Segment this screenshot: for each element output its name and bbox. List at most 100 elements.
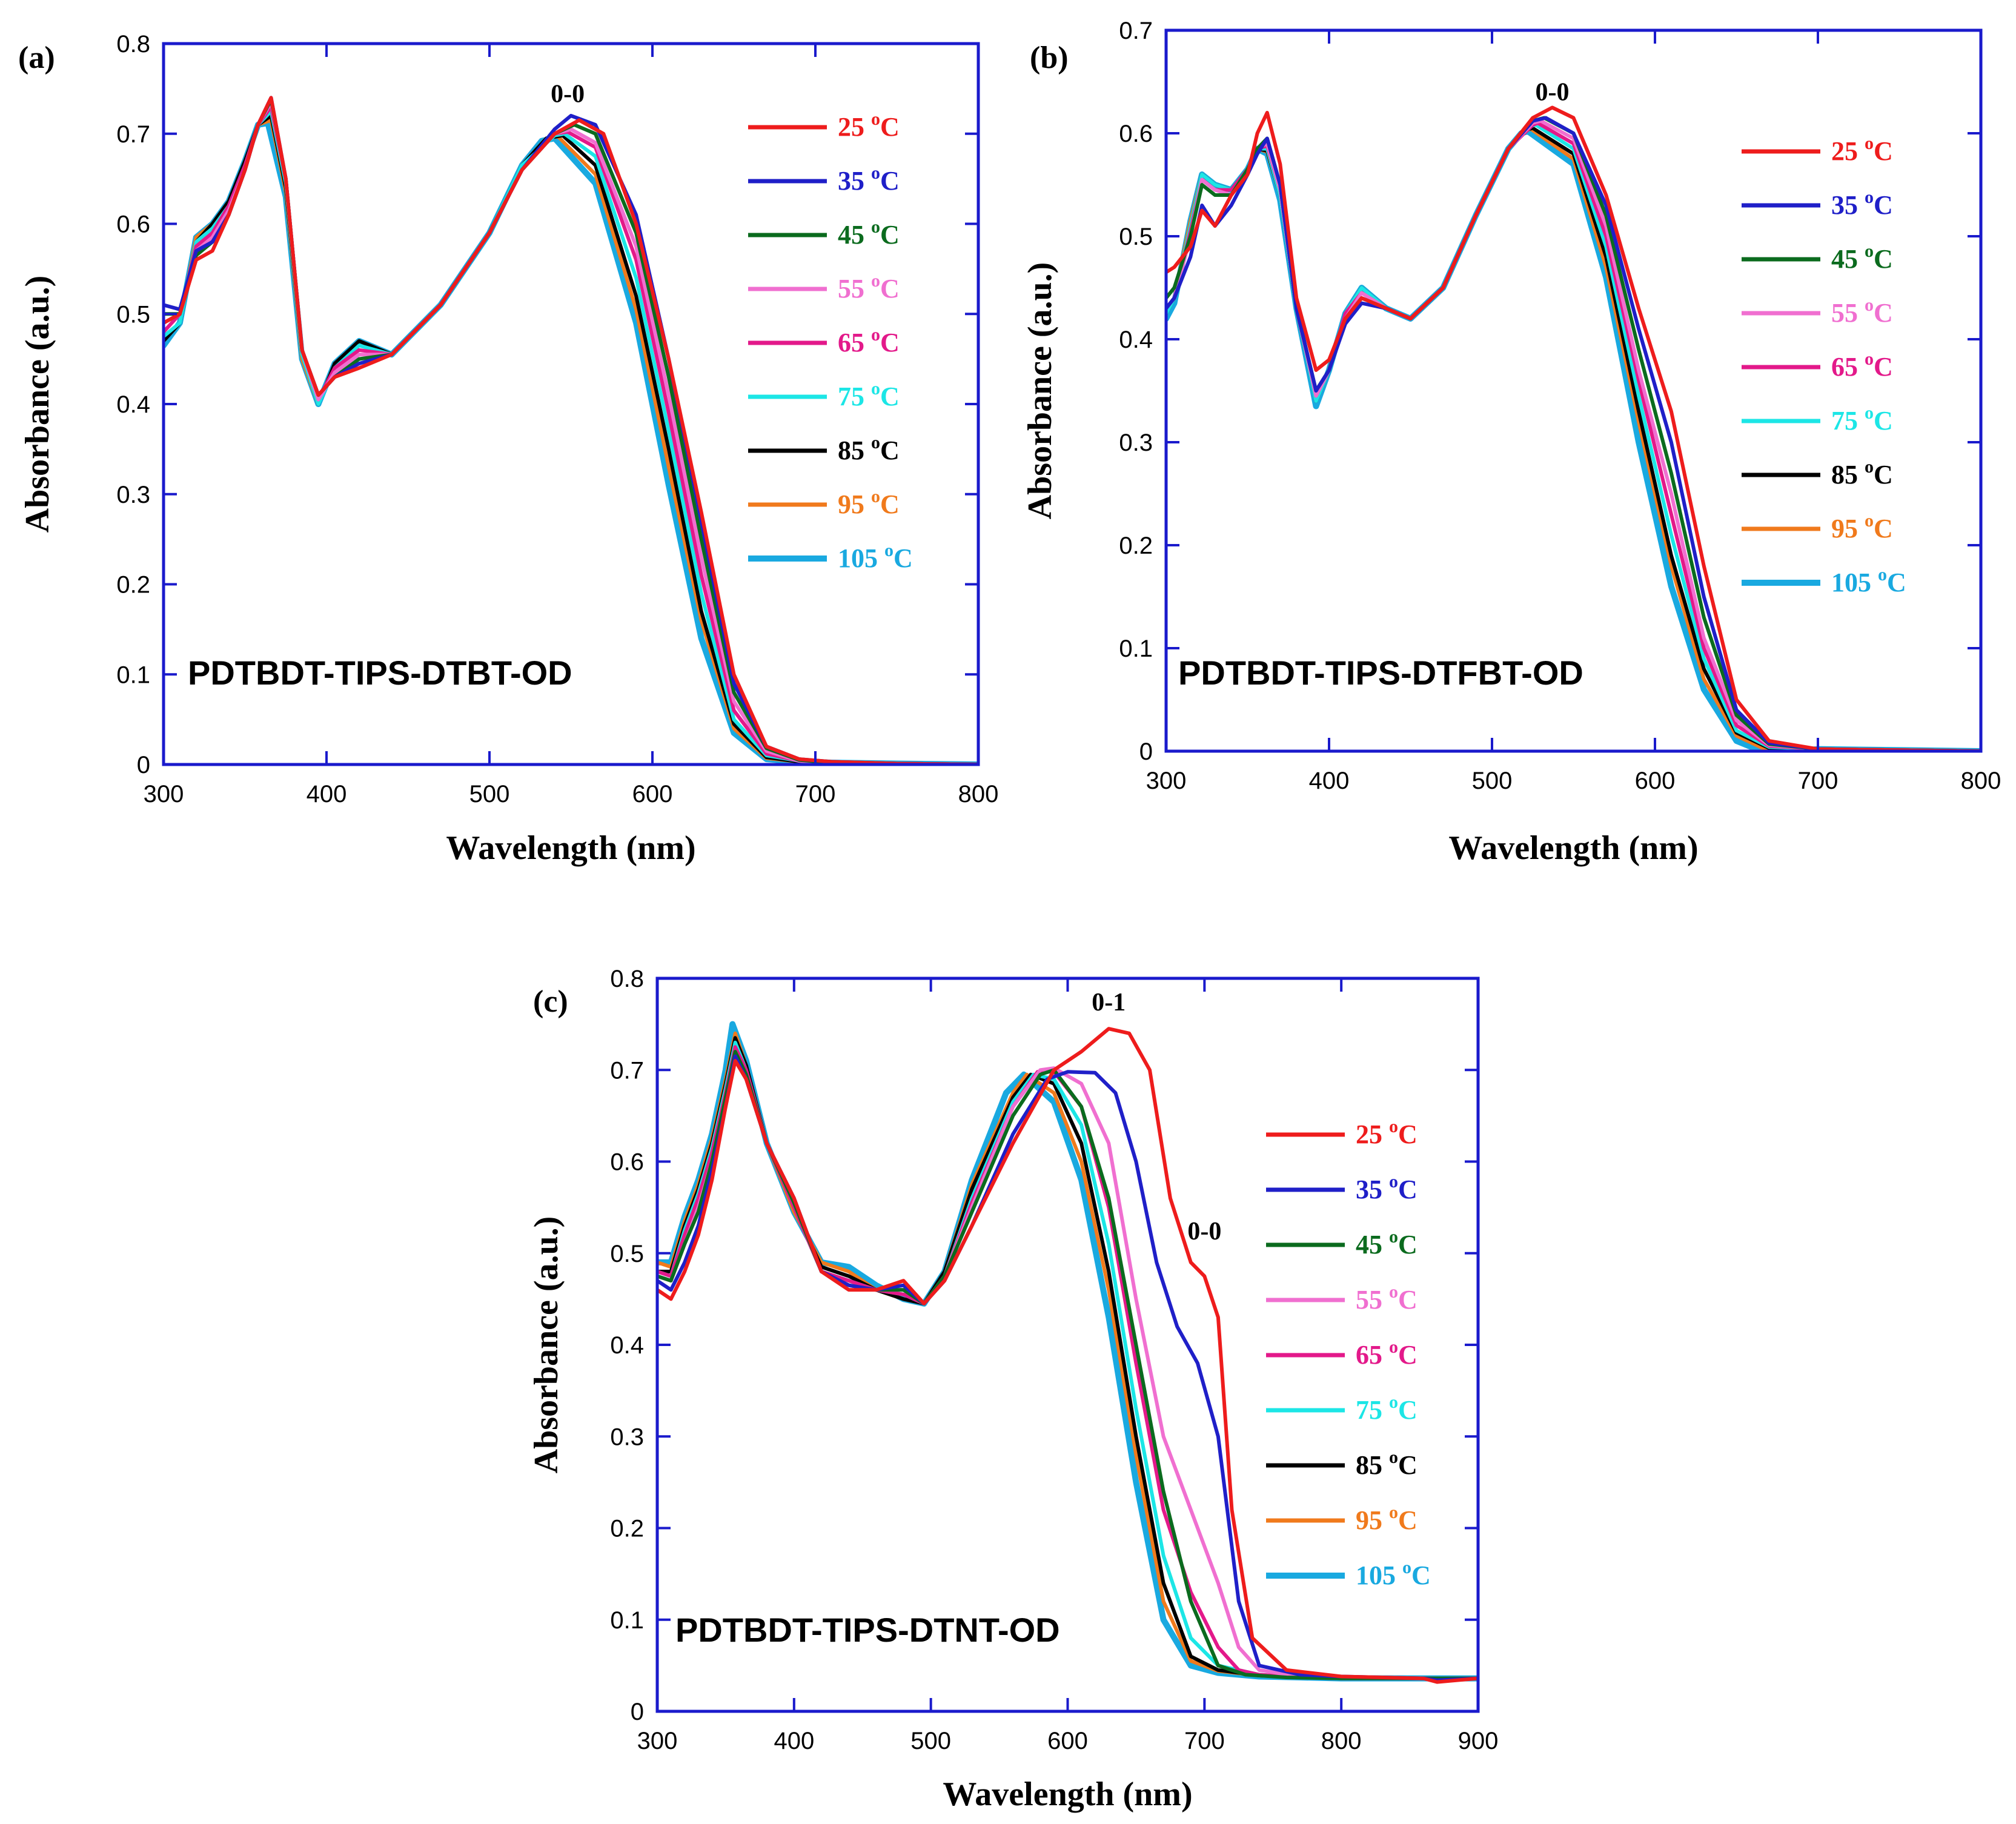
legend-label-55c: 55 oC (1831, 295, 1893, 328)
panel-b: 300 400 500 600 700 800 0 0.1 0.2 0.3 0.4 0.5 0.6 0.7… (1021, 18, 2001, 867)
legend-label-45c: 45 oC (838, 217, 900, 250)
x-axis-title: Wavelength (nm) (943, 1776, 1192, 1813)
y-tick-label: 0.7 (1119, 18, 1153, 44)
y-tick-label: 0.5 (116, 301, 150, 328)
curves (657, 1021, 1478, 1684)
series-line-25c (657, 1027, 1478, 1684)
legend-label-55c: 55 oC (838, 271, 900, 303)
legend-label-85c: 85 oC (1356, 1447, 1418, 1480)
series-line-95c (657, 1031, 1478, 1680)
y-tick-label: 0 (137, 752, 150, 778)
x-tick-label: 700 (795, 781, 836, 808)
y-tick-label: 0 (1139, 738, 1153, 765)
peak-annotation: 0-0 (1536, 79, 1570, 107)
y-tick-label: 0.6 (116, 211, 150, 238)
legend: 25 oC 35 oC 45 oC 55 oC 65 oC 75 oC 85 oC 95 oC… (748, 109, 913, 573)
x-tick-label: 300 (144, 781, 184, 808)
legend-label-45c: 45 oC (1356, 1227, 1418, 1259)
legend-label-95c: 95 oC (838, 486, 900, 519)
legend-label-65c: 65 oC (1831, 349, 1893, 382)
x-tick-label: 700 (1184, 1728, 1225, 1754)
peak-annotation: 0-0 (551, 81, 585, 108)
legend-label-35c: 35 oC (1831, 187, 1893, 220)
y-tick-label: 0.6 (1119, 121, 1153, 147)
x-tick-label: 500 (1472, 768, 1513, 794)
y-tick-label: 0.4 (610, 1332, 644, 1359)
sample-label: PDTBDT-TIPS-DTNT-OD (675, 1611, 1060, 1649)
y-tick-label: 0.2 (610, 1516, 644, 1542)
legend-label-95c: 95 oC (1356, 1502, 1418, 1535)
y-tick-label: 0.1 (1119, 635, 1153, 662)
curves (1166, 105, 1981, 751)
y-axis-title: Absorbance (a.u.) (1021, 262, 1059, 520)
legend-label-25c: 25 oC (1831, 133, 1893, 166)
legend-label-75c: 75 oC (1831, 403, 1893, 436)
x-tick-label: 300 (637, 1728, 678, 1754)
x-tick-label: 400 (307, 781, 347, 808)
x-tick-label: 900 (1458, 1728, 1499, 1754)
legend-label-85c: 85 oC (1831, 457, 1893, 489)
x-tick-label: 500 (469, 781, 510, 808)
legend-label-35c: 35 oC (838, 163, 900, 196)
x-tick-label: 700 (1798, 768, 1839, 794)
legend-label-65c: 65 oC (1356, 1337, 1418, 1370)
x-tick-label: 600 (1047, 1728, 1088, 1754)
y-tick-label: 0.5 (610, 1241, 644, 1267)
y-tick-label: 0.3 (610, 1424, 644, 1450)
panel-letter: (a) (18, 41, 55, 75)
panel-letter: (b) (1030, 41, 1069, 75)
series-line-25c (1166, 105, 1981, 751)
y-tick-label: 0.1 (610, 1607, 644, 1634)
legend-label-105c: 105 oC (1356, 1557, 1431, 1590)
y-axis-title: Absorbance (a.u.) (19, 276, 56, 533)
y-tick-label: 0.7 (610, 1057, 644, 1084)
y-tick-label: 0.2 (1119, 532, 1153, 559)
x-tick-label: 600 (632, 781, 673, 808)
legend-label-95c: 95 oC (1831, 511, 1893, 543)
sample-label: PDTBDT-TIPS-DTBT-OD (188, 654, 572, 692)
peak-annotation: 0-1 (1092, 989, 1126, 1016)
y-tick-label: 0.5 (1119, 224, 1153, 250)
x-axis-title: Wavelength (nm) (1448, 829, 1698, 867)
y-tick-label: 0.1 (116, 662, 150, 688)
x-axis-title: Wavelength (nm) (446, 829, 695, 867)
y-tick-label: 0 (631, 1699, 644, 1725)
legend-label-35c: 35 oC (1356, 1172, 1418, 1204)
legend-label-25c: 25 oC (1356, 1116, 1418, 1149)
panel-a: 300 400 500 600 700 800 0 0.1 0.2 0.3 0.4 0.5 0.6 0.7… (18, 31, 998, 867)
series-line-25c (164, 96, 978, 764)
y-tick-label: 0.8 (116, 31, 150, 58)
x-tick-label: 300 (1146, 768, 1187, 794)
x-tick-label: 500 (910, 1728, 951, 1754)
panel-c: 300 400 500 600 700 800 900 0 0.1 0.2 0.3 0.4 0.5 0.6… (528, 966, 1498, 1813)
legend: 25 oC 35 oC 45 oC 55 oC 65 oC 75 oC 85 oC 95 oC… (1266, 1116, 1431, 1590)
legend-label-105c: 105 oC (1831, 565, 1906, 597)
x-tick-label: 800 (1321, 1728, 1362, 1754)
legend-label-55c: 55 oC (1356, 1282, 1418, 1315)
x-tick-label: 800 (1961, 768, 2001, 794)
y-tick-label: 0.3 (116, 482, 150, 508)
x-tick-label: 600 (1635, 768, 1676, 794)
legend-label-75c: 75 oC (838, 379, 900, 411)
peak-annotation: 0-0 (1187, 1218, 1221, 1245)
plot-frame (1164, 28, 1983, 753)
y-tick-label: 0.2 (116, 572, 150, 599)
y-tick-label: 0.7 (116, 121, 150, 148)
legend-label-65c: 65 oC (838, 325, 900, 357)
legend-label-105c: 105 oC (838, 540, 913, 573)
legend-label-85c: 85 oC (838, 433, 900, 465)
series-line-105c (657, 1021, 1478, 1682)
y-tick-label: 0.8 (610, 966, 644, 992)
x-tick-label: 400 (1309, 768, 1350, 794)
y-tick-label: 0.4 (1119, 327, 1153, 353)
legend-label-75c: 75 oC (1356, 1392, 1418, 1425)
y-tick-label: 0.3 (1119, 429, 1153, 456)
legend-label-25c: 25 oC (838, 109, 900, 142)
curves (164, 96, 978, 764)
x-tick-label: 800 (958, 781, 999, 808)
y-tick-label: 0.6 (610, 1149, 644, 1176)
legend-label-45c: 45 oC (1831, 241, 1893, 274)
y-axis-title: Absorbance (a.u.) (528, 1216, 565, 1474)
sample-label: PDTBDT-TIPS-DTFBT-OD (1178, 654, 1583, 692)
